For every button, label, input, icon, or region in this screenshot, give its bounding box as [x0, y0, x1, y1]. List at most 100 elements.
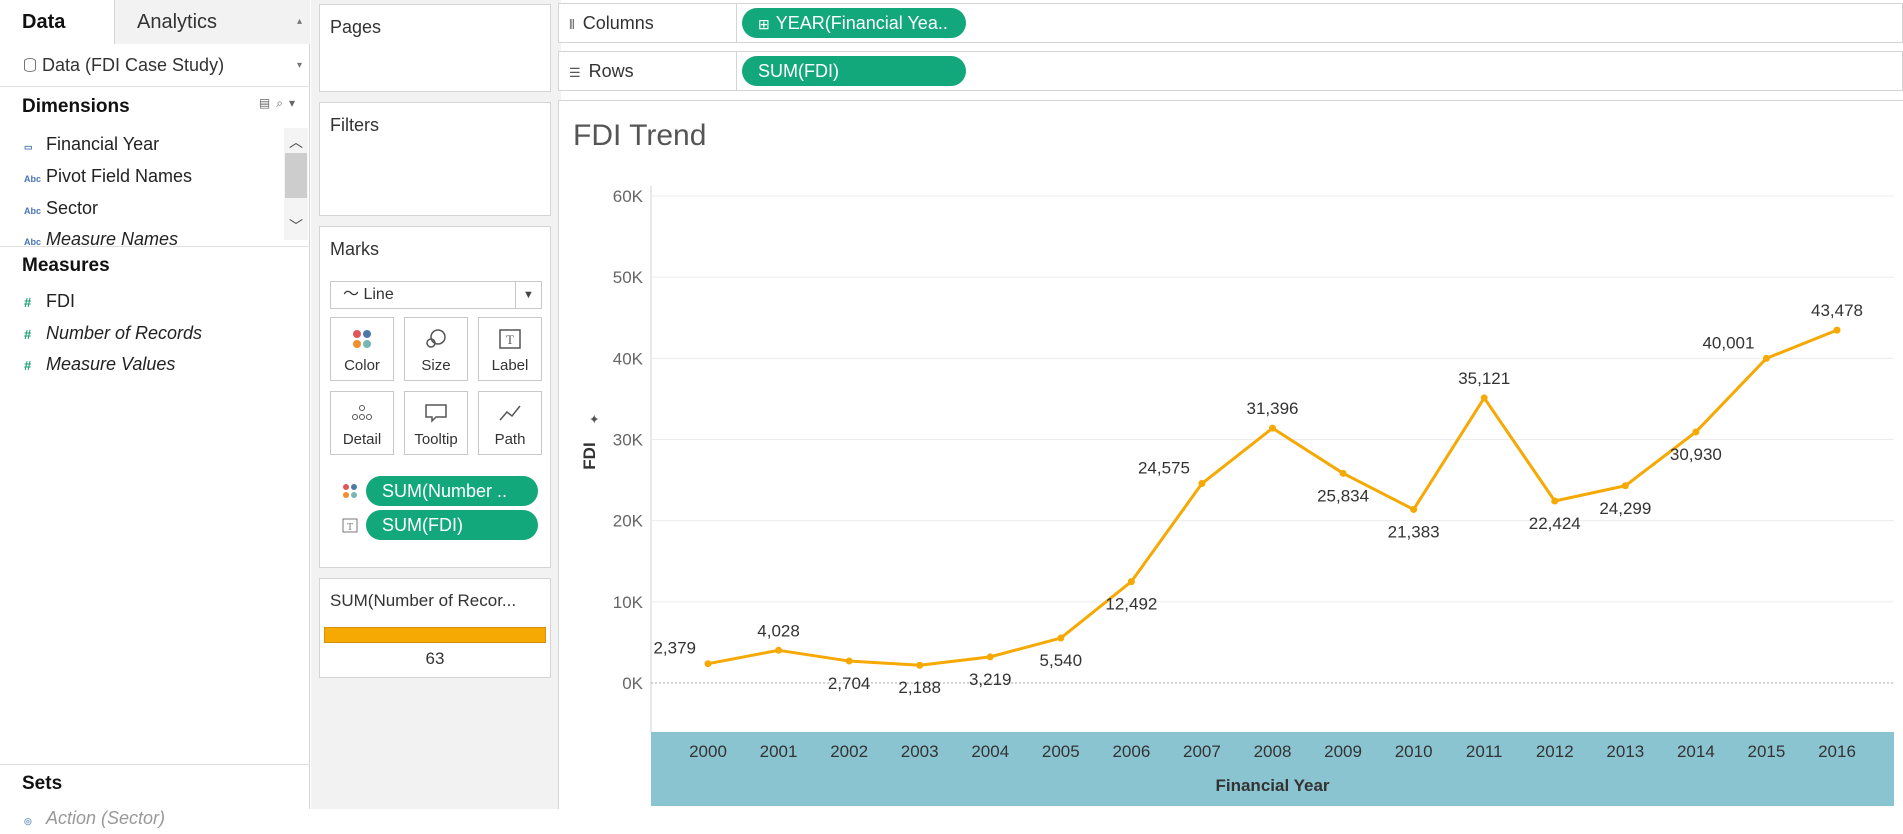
- tab-data[interactable]: Data: [0, 0, 115, 44]
- field-label: Sector: [46, 198, 99, 218]
- divider: [0, 764, 310, 765]
- x-tick-label: 2008: [1254, 742, 1292, 761]
- y-tick-label: 60K: [613, 187, 644, 206]
- tab-analytics-label: Analytics: [137, 11, 218, 33]
- legend-title[interactable]: SUM(Number of Recor...: [330, 591, 517, 610]
- menu-dropdown-icon[interactable]: ▾: [288, 96, 301, 110]
- dimensions-scrollbar[interactable]: ︿ ﹀: [284, 128, 308, 240]
- data-point: [986, 653, 994, 661]
- field-label: Action (Sector): [46, 808, 166, 828]
- scrollbar-thumb[interactable]: [285, 153, 307, 198]
- data-label: 24,299: [1599, 499, 1651, 518]
- y-tick-label: 40K: [613, 349, 644, 368]
- field-number-of-records[interactable]: # Number of Records: [24, 320, 202, 346]
- color-label: Color: [344, 357, 380, 374]
- data-label: 5,540: [1040, 651, 1083, 670]
- filters-title: Filters: [330, 115, 379, 135]
- divider: [0, 246, 310, 247]
- series-line: [707, 328, 1838, 667]
- abc-icon: Abc: [24, 174, 42, 184]
- color-button[interactable]: Color: [330, 317, 394, 381]
- svg-text:T: T: [506, 332, 514, 347]
- columns-pill[interactable]: ⊞ YEAR(Financial Yea..: [742, 8, 966, 38]
- field-measure-values[interactable]: # Measure Values: [24, 351, 175, 377]
- y-tick-label: 30K: [613, 431, 644, 450]
- data-point: [1269, 424, 1276, 432]
- columns-pill-label: YEAR(Financial Yea..: [775, 13, 948, 33]
- columns-shelf-label: ⦀ Columns: [559, 4, 737, 42]
- pages-title: Pages: [330, 17, 382, 37]
- cards-column: Pages Filters Marks 〜 Line ▼ Color Size T…: [311, 0, 561, 809]
- tab-analytics[interactable]: Analytics ▴ ▾: [115, 0, 310, 71]
- legend-color-bar: [324, 627, 546, 643]
- path-label: Path: [494, 431, 526, 448]
- marks-pill-label[interactable]: SUM(FDI): [366, 510, 538, 540]
- columns-shelf[interactable]: ⦀ Columns ⊞ YEAR(Financial Yea..: [558, 3, 1903, 43]
- data-label: 24,575: [1138, 459, 1190, 478]
- rows-shelf[interactable]: ☰ Rows SUM(FDI): [558, 51, 1903, 91]
- field-pivot-field-names[interactable]: Abc Pivot Field Names: [24, 163, 192, 189]
- database-icon: [24, 58, 36, 72]
- path-button[interactable]: Path: [478, 391, 542, 455]
- scroll-up-icon[interactable]: ︿: [289, 134, 303, 150]
- tab-scroll-icon[interactable]: ▴ ▾: [296, 16, 302, 71]
- mark-type-label: Line: [363, 286, 394, 303]
- x-tick-label: 2011: [1466, 742, 1503, 761]
- number-icon: #: [24, 327, 32, 342]
- x-tick-label: 2014: [1677, 742, 1715, 761]
- scroll-down-icon[interactable]: ﹀: [289, 218, 303, 234]
- data-label: 22,424: [1529, 514, 1581, 533]
- marks-pill-color[interactable]: SUM(Number ..: [366, 476, 538, 506]
- tooltip-label: Tooltip: [414, 431, 458, 448]
- tooltip-button[interactable]: Tooltip: [404, 391, 468, 455]
- data-point: [1057, 634, 1065, 642]
- set-icon: ◎: [24, 816, 32, 826]
- data-label: 4,028: [757, 621, 800, 640]
- search-icon[interactable]: ⌕: [276, 96, 289, 110]
- dimensions-tools: ▤⌕▾: [259, 96, 301, 111]
- datasource-item[interactable]: Data (FDI Case Study): [24, 52, 224, 78]
- data-label: 2,379: [653, 639, 696, 658]
- size-icon: [405, 326, 467, 352]
- field-measure-names[interactable]: Abc Measure Names: [24, 226, 178, 252]
- x-tick-label: 2000: [689, 742, 727, 761]
- marks-card: Marks 〜 Line ▼ Color Size T Label Detail: [319, 226, 551, 568]
- legend-value: 63: [425, 649, 445, 668]
- pin-icon: ✦: [588, 413, 603, 424]
- y-tick-label: 10K: [613, 593, 644, 612]
- x-tick-label: 2005: [1042, 742, 1080, 761]
- tooltip-icon: [405, 400, 467, 426]
- x-tick-label: 2015: [1748, 742, 1786, 761]
- chevron-down-icon[interactable]: ▼: [515, 282, 541, 308]
- data-label: 43,478: [1811, 301, 1863, 320]
- x-tick-label: 2010: [1395, 742, 1433, 761]
- field-financial-year[interactable]: ▭ Financial Year: [24, 131, 159, 157]
- detail-icon: [331, 400, 393, 426]
- detail-button[interactable]: Detail: [330, 391, 394, 455]
- field-label: FDI: [46, 291, 75, 311]
- label-button[interactable]: T Label: [478, 317, 542, 381]
- view-canvas: FDI Trend 0K 10K 20K 30K 40K 50K 60K FDI ✦ 2000 20…: [558, 100, 1903, 809]
- data-point: [1339, 469, 1347, 477]
- mark-type-dropdown[interactable]: 〜 Line ▼: [330, 281, 542, 309]
- size-button[interactable]: Size: [404, 317, 468, 381]
- abc-icon: Abc: [24, 206, 42, 216]
- data-label: 12,492: [1105, 595, 1157, 614]
- rows-label: Rows: [588, 61, 634, 81]
- x-tick-label: 2006: [1112, 742, 1150, 761]
- data-label: 25,834: [1317, 486, 1369, 505]
- rows-pill[interactable]: SUM(FDI): [742, 56, 966, 86]
- field-fdi[interactable]: # FDI: [24, 288, 75, 314]
- field-label: Pivot Field Names: [46, 166, 193, 186]
- pages-card[interactable]: Pages: [319, 4, 551, 92]
- x-tick-label: 2002: [830, 742, 868, 761]
- filters-card[interactable]: Filters: [319, 102, 551, 216]
- calendar-icon: ▭: [24, 142, 33, 152]
- y-tick-label: 50K: [613, 268, 644, 287]
- divider: [0, 86, 310, 87]
- data-point: [1198, 480, 1206, 488]
- data-label: 30,930: [1670, 445, 1722, 464]
- view-as-list-icon[interactable]: ▤: [258, 96, 277, 110]
- line-chart: 0K 10K 20K 30K 40K 50K 60K FDI ✦ 2000 2001 2002 2003…: [580, 186, 1894, 806]
- field-sector[interactable]: Abc Sector: [24, 195, 98, 221]
